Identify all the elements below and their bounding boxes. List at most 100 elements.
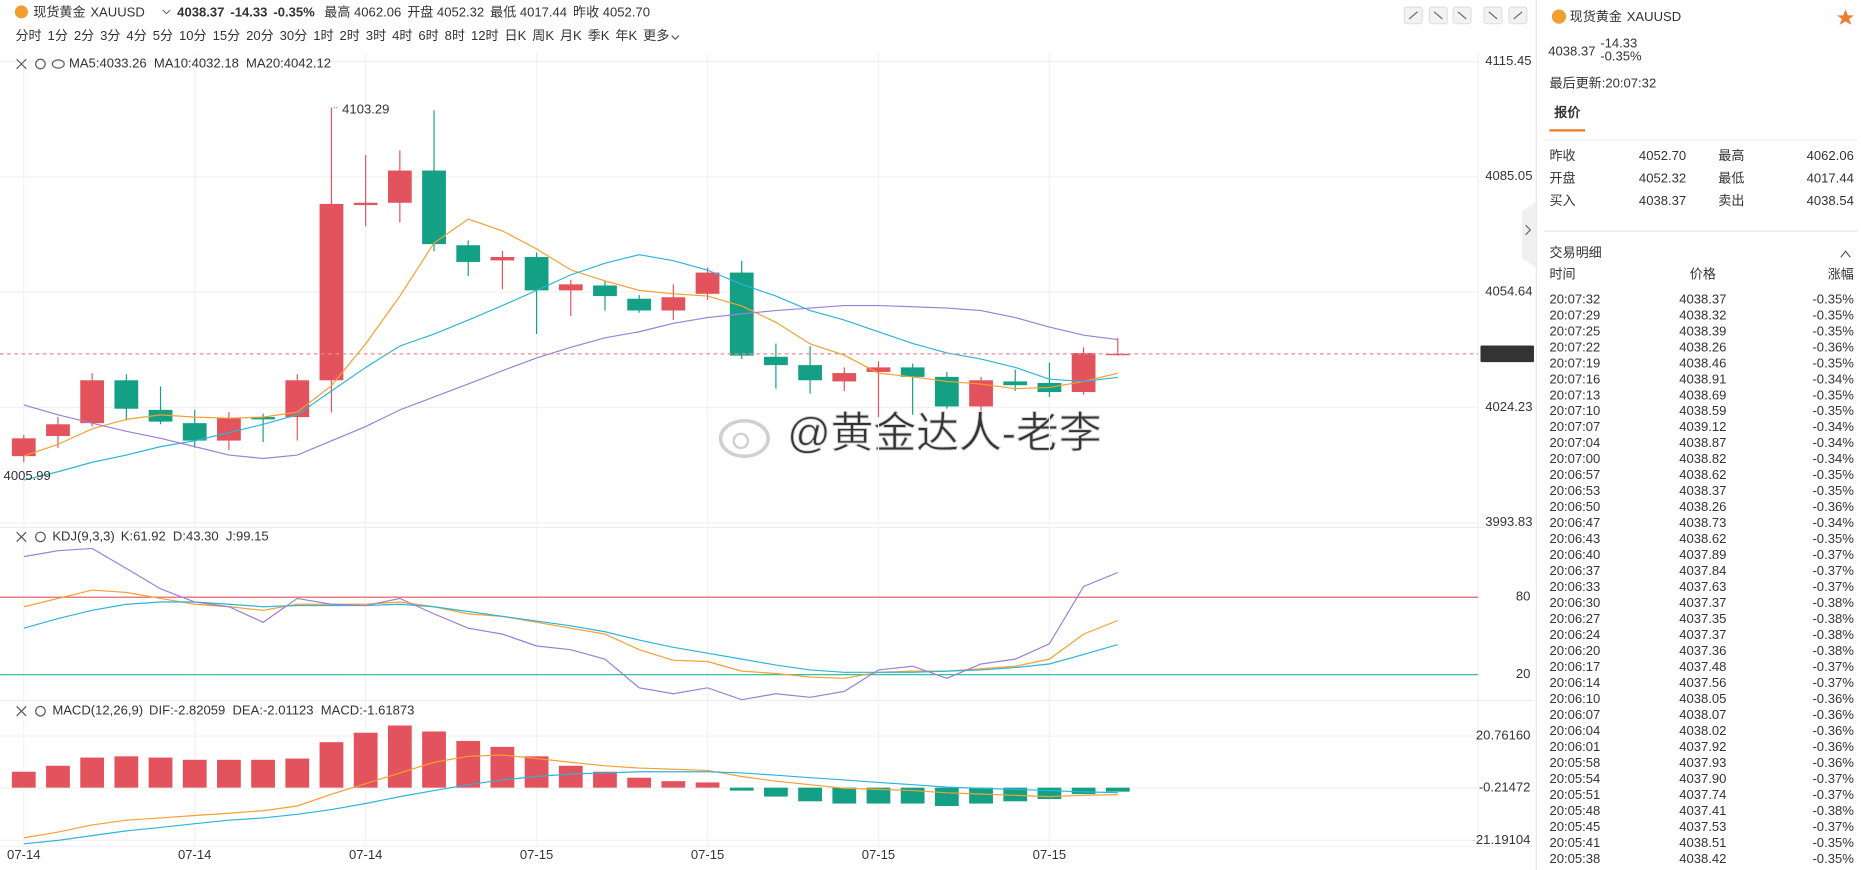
trade-cell: 4037.89 <box>1679 547 1726 562</box>
candle-body <box>593 285 617 297</box>
period-tab[interactable]: 10分 <box>179 28 207 43</box>
period-tab[interactable]: 年K <box>615 28 637 43</box>
toolbar-icon <box>1433 11 1443 20</box>
macd-bar <box>46 765 70 788</box>
period-tab[interactable]: 季K <box>588 28 610 43</box>
period-tab[interactable]: 8时 <box>445 28 465 43</box>
legend-entry: DIF:-2.82059 <box>149 703 225 718</box>
macd-bar <box>969 787 993 804</box>
quote-label: 昨收 <box>1549 148 1575 163</box>
trade-cell: -0.35% <box>1812 355 1854 370</box>
period-tab[interactable]: 月K <box>560 28 582 43</box>
period-tab[interactable]: 15分 <box>213 28 241 43</box>
trade-cell: 20:07:00 <box>1549 451 1600 466</box>
y-tick-label: -21.19104 <box>1472 832 1531 847</box>
trade-cell: -0.34% <box>1812 451 1854 466</box>
period-tab[interactable]: 更多 <box>643 28 669 43</box>
period-tab[interactable]: 日K <box>505 28 527 43</box>
trade-cell: 20:06:30 <box>1549 595 1600 610</box>
trade-cell: 4037.74 <box>1679 787 1726 802</box>
y-tick-label: -0.21472 <box>1479 780 1531 795</box>
trade-cell: 4038.26 <box>1679 339 1726 354</box>
indicator-line <box>23 218 1118 457</box>
candle-body <box>558 284 583 291</box>
candle-body <box>490 257 515 261</box>
trade-cell: 4038.26 <box>1679 499 1726 514</box>
macd-bar <box>422 731 446 788</box>
period-tab[interactable]: 6时 <box>418 28 438 43</box>
collapse-tab[interactable] <box>1522 201 1537 268</box>
collapse-icon[interactable] <box>1840 250 1851 258</box>
macd-bar <box>251 759 275 788</box>
period-tab[interactable]: 12时 <box>471 28 499 43</box>
period-tab[interactable]: 2时 <box>340 28 360 43</box>
candle-body <box>148 409 173 422</box>
trade-cell: -0.37% <box>1812 819 1854 834</box>
trade-cell: 4038.91 <box>1679 371 1726 386</box>
period-tab[interactable]: 分时 <box>15 28 41 43</box>
instrument-name: 现货黄金 <box>33 5 85 20</box>
settings-icon[interactable] <box>35 705 46 717</box>
trade-cell: 20:06:33 <box>1549 579 1600 594</box>
trade-cell: 4038.32 <box>1679 307 1726 322</box>
trade-cell: 20:06:17 <box>1549 659 1600 674</box>
trade-cell: 20:06:27 <box>1549 611 1600 626</box>
candle-body <box>80 380 105 424</box>
period-tab[interactable]: 1时 <box>313 28 333 43</box>
candle-body <box>46 424 70 437</box>
trade-cell: -0.35% <box>1812 531 1854 546</box>
period-tab[interactable]: 5分 <box>153 28 173 43</box>
period-tab[interactable]: 1分 <box>48 28 68 43</box>
trade-cell: -0.37% <box>1812 579 1854 594</box>
last-price: 4038.37 <box>1548 44 1595 59</box>
settings-icon[interactable] <box>35 58 46 70</box>
close-icon[interactable] <box>16 58 27 70</box>
favorite-star[interactable] <box>1837 9 1854 25</box>
instrument-symbol: XAUUSD <box>90 5 144 20</box>
period-tab[interactable]: 4分 <box>126 28 146 43</box>
visibility-icon[interactable] <box>51 59 65 69</box>
indicator-line <box>23 771 1118 845</box>
period-tab[interactable]: 30分 <box>280 28 308 43</box>
trade-cell: 20:06:20 <box>1549 643 1600 658</box>
collapse-icon <box>1525 224 1532 236</box>
period-tab[interactable]: 3时 <box>366 28 386 43</box>
trade-cell: 20:07:07 <box>1549 419 1600 434</box>
dropdown-icon[interactable] <box>162 9 171 15</box>
period-tab[interactable]: 2分 <box>74 28 94 43</box>
close-icon[interactable] <box>16 706 27 717</box>
trade-cell: -0.36% <box>1812 691 1854 706</box>
period-tab[interactable]: 4时 <box>392 28 412 43</box>
period-tab[interactable]: 周K <box>532 28 554 43</box>
x-tick-label: 07-14 <box>7 847 40 862</box>
trade-cell: -0.36% <box>1812 339 1854 354</box>
quote-value: 4038.54 <box>1807 193 1854 208</box>
dropdown-icon <box>671 35 680 40</box>
candle-body <box>969 380 993 407</box>
macd-bar <box>798 787 822 802</box>
trade-cell: 20:06:24 <box>1549 627 1600 642</box>
quote-label: 卖出 <box>1718 193 1744 208</box>
macd-bar <box>524 756 549 788</box>
trade-cell: 4037.53 <box>1679 819 1726 834</box>
x-tick-label: 07-14 <box>178 847 211 862</box>
trade-cell: 20:07:29 <box>1549 307 1600 322</box>
indicator-title: MACD(12,26,9) <box>52 703 143 718</box>
stat-label: 最高 <box>324 5 350 20</box>
trade-cell: -0.35% <box>1812 323 1854 338</box>
last-price-box <box>1480 345 1534 363</box>
close-icon[interactable] <box>16 531 27 543</box>
period-tab[interactable]: 3分 <box>100 28 120 43</box>
settings-icon[interactable] <box>35 531 46 543</box>
trade-cell: 4038.37 <box>1679 483 1726 498</box>
macd-bar <box>1071 787 1096 795</box>
macd-bar <box>456 740 481 788</box>
candle-body <box>422 170 446 245</box>
trade-cell: 20:05:41 <box>1549 835 1600 850</box>
max-label: 4103.29 <box>342 101 389 116</box>
trade-cell: 4037.56 <box>1679 675 1726 690</box>
tab[interactable]: 报价 <box>1554 105 1581 120</box>
period-tab[interactable]: 20分 <box>246 28 274 43</box>
column-header: 时间 <box>1549 266 1575 281</box>
